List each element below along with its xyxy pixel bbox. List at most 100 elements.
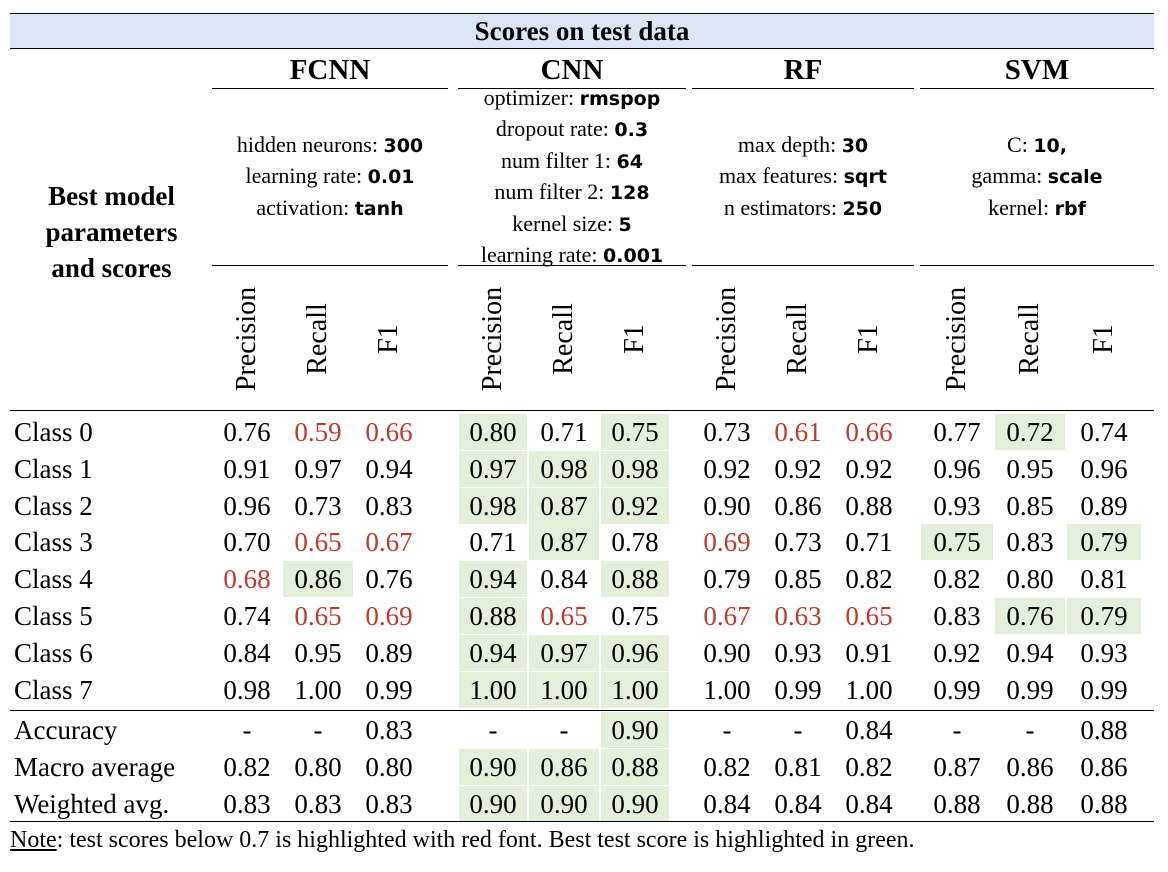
score-cell: 0.84 bbox=[845, 715, 893, 745]
metric-header-label: Precision bbox=[941, 286, 972, 392]
score-cell: 0.94 bbox=[459, 561, 527, 598]
score-cell: - bbox=[793, 715, 803, 745]
score-cell: 0.98 bbox=[601, 450, 669, 487]
metric-header-precision: Precision bbox=[692, 268, 762, 410]
score-cell: 0.91 bbox=[845, 637, 893, 668]
score-cell: 0.88 bbox=[1006, 788, 1054, 819]
metric-header-recall: Recall bbox=[994, 268, 1066, 410]
score-cell: 0.77 bbox=[933, 417, 981, 447]
score-cell: 0.65 bbox=[845, 601, 893, 631]
row-label: Class 7 bbox=[14, 674, 93, 705]
score-cell: 0.78 bbox=[611, 527, 659, 558]
score-cell: 0.81 bbox=[774, 751, 822, 782]
score-cell: 0.88 bbox=[601, 561, 669, 598]
param-name: gamma: bbox=[971, 163, 1048, 189]
score-cell: 0.84 bbox=[223, 637, 271, 668]
score-cell: 0.97 bbox=[294, 453, 342, 484]
score-cell: 0.96 bbox=[223, 490, 271, 521]
score-cell: 0.99 bbox=[1080, 674, 1128, 705]
table-note: Note: test scores below 0.7 is highlight… bbox=[10, 826, 915, 854]
score-cell: 0.69 bbox=[365, 601, 413, 631]
score-cell: 0.85 bbox=[1006, 490, 1054, 521]
metric-header-f1: F1 bbox=[600, 268, 670, 410]
score-cell: 1.00 bbox=[703, 674, 751, 705]
score-cell: 0.93 bbox=[774, 637, 822, 668]
score-cell: 0.88 bbox=[601, 748, 669, 785]
table-bottom-rule bbox=[10, 821, 1154, 822]
param-value: 10, bbox=[1033, 134, 1067, 157]
row-label: Macro average bbox=[14, 751, 176, 782]
metric-header-f1: F1 bbox=[1066, 268, 1142, 410]
score-cell: 0.75 bbox=[921, 524, 993, 561]
score-cell: 0.92 bbox=[601, 487, 669, 524]
score-cell: 0.88 bbox=[459, 598, 527, 634]
param-value: 250 bbox=[842, 197, 883, 220]
score-cell: 0.88 bbox=[1080, 788, 1128, 819]
score-cell: 0.87 bbox=[933, 751, 981, 782]
param-value: rbf bbox=[1054, 197, 1086, 220]
row-label: Accuracy bbox=[14, 715, 118, 745]
score-cell: - bbox=[1025, 715, 1035, 745]
param-line: hidden neurons: 300 bbox=[237, 130, 423, 162]
table-title: Scores on test data bbox=[10, 13, 1154, 49]
score-cell: 0.88 bbox=[933, 788, 981, 819]
score-cell: 0.79 bbox=[1067, 598, 1141, 634]
param-name: num filter 1: bbox=[501, 147, 617, 173]
score-cell: 0.96 bbox=[1080, 453, 1128, 484]
param-line: optimizer: rmspop bbox=[484, 83, 661, 115]
summary-separator-rule bbox=[10, 710, 1154, 711]
score-cell: - bbox=[488, 715, 498, 745]
score-cell: 0.65 bbox=[540, 601, 588, 631]
score-cell: 0.82 bbox=[223, 751, 271, 782]
score-cell: 0.86 bbox=[283, 561, 353, 598]
score-cell: 0.88 bbox=[1080, 715, 1128, 745]
score-cell: 1.00 bbox=[529, 671, 599, 708]
metric-header-label: Recall bbox=[548, 303, 579, 375]
score-cell: 0.80 bbox=[459, 414, 527, 450]
param-line: n estimators: 250 bbox=[724, 193, 882, 225]
score-cell: 0.90 bbox=[459, 785, 527, 822]
score-cell: 1.00 bbox=[294, 674, 342, 705]
model-title-fcnn: FCNN bbox=[212, 52, 448, 89]
param-line: kernel size: 5 bbox=[512, 209, 632, 241]
score-cell: 0.73 bbox=[703, 417, 751, 447]
param-name: optimizer: bbox=[483, 84, 580, 110]
row-label: Class 5 bbox=[14, 601, 93, 631]
row-label: Class 0 bbox=[14, 417, 93, 447]
score-cell: - bbox=[952, 715, 962, 745]
param-value: 0.01 bbox=[367, 166, 415, 189]
param-name: hidden neurons: bbox=[236, 131, 384, 157]
score-cell: 0.61 bbox=[774, 417, 822, 447]
metric-header-label: Precision bbox=[477, 286, 508, 392]
model-params-fcnn: hidden neurons: 300 learning rate: 0.01 ac… bbox=[212, 89, 448, 266]
score-cell: 0.98 bbox=[223, 674, 271, 705]
row-header-line: parameters bbox=[45, 217, 178, 247]
param-name: kernel: bbox=[988, 194, 1055, 220]
score-cell: 0.82 bbox=[933, 564, 981, 595]
score-cell: 0.96 bbox=[601, 634, 669, 671]
model-params-svm: C: 10, gamma: scale kernel: rbf bbox=[920, 89, 1154, 266]
score-cell: 0.83 bbox=[294, 788, 342, 819]
metric-header-label: F1 bbox=[373, 324, 404, 354]
param-value: rmspop bbox=[579, 87, 661, 110]
metric-header-label: F1 bbox=[1088, 324, 1119, 354]
param-name: max depth: bbox=[737, 131, 842, 157]
score-cell: 0.66 bbox=[845, 417, 893, 447]
score-cell: 0.92 bbox=[845, 453, 893, 484]
note-label: Note bbox=[10, 827, 57, 853]
score-cell: 0.92 bbox=[933, 637, 981, 668]
score-cell: - bbox=[559, 715, 569, 745]
param-line: kernel: rbf bbox=[988, 193, 1086, 225]
score-cell: 0.90 bbox=[529, 785, 599, 822]
row-label: Weighted avg. bbox=[14, 788, 170, 819]
score-cell: 0.83 bbox=[1006, 527, 1054, 558]
metric-header-label: Recall bbox=[1014, 303, 1045, 375]
param-value: 5 bbox=[618, 213, 632, 236]
score-cell: 0.94 bbox=[459, 634, 527, 671]
score-cell: 0.72 bbox=[995, 414, 1065, 450]
param-line: max depth: 30 bbox=[738, 130, 868, 162]
param-value: 64 bbox=[616, 150, 643, 173]
score-cell: 0.80 bbox=[294, 751, 342, 782]
score-cell: 0.83 bbox=[365, 788, 413, 819]
param-line: C: 10, bbox=[1007, 130, 1067, 162]
